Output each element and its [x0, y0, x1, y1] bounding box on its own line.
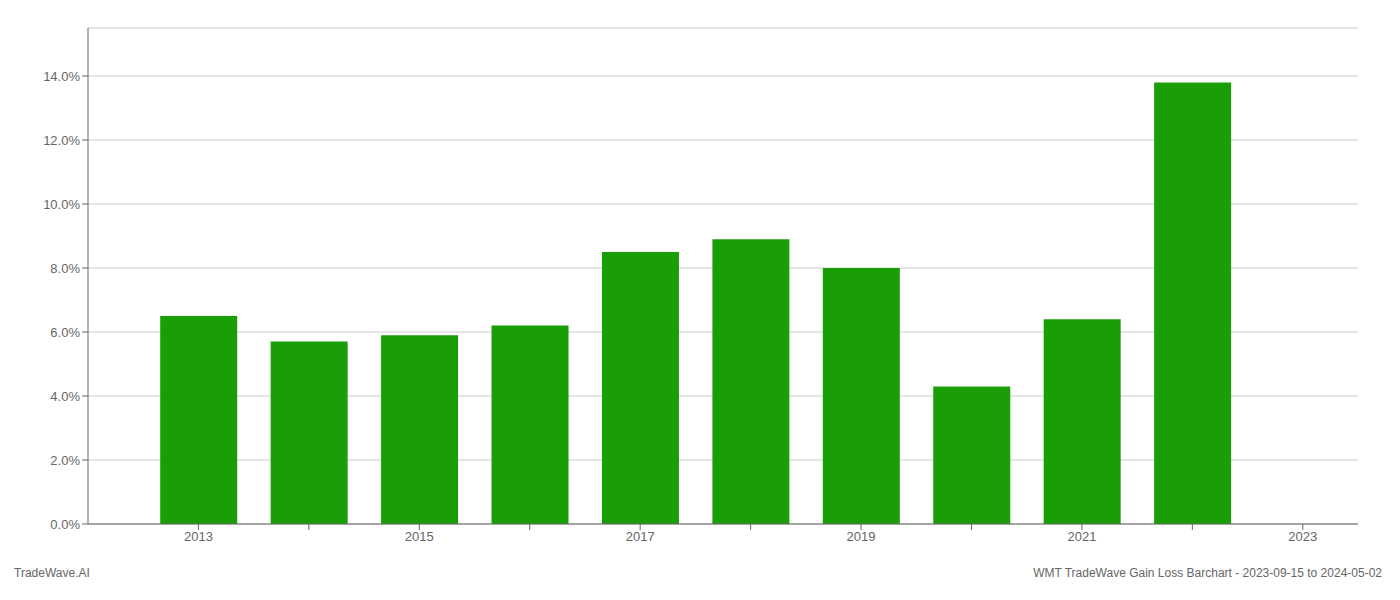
svg-text:2019: 2019	[847, 529, 876, 544]
svg-text:2021: 2021	[1067, 529, 1096, 544]
html-text:WMT TradeWave Gain Loss Barcha: WMT TradeWave Gain Loss Barchart - 2023-…	[1033, 566, 1382, 580]
svg-text:2013: 2013	[184, 529, 213, 544]
svg-text:12.0%: 12.0%	[43, 133, 80, 148]
html-text:TradeWave.AI: TradeWave.AI	[14, 566, 90, 580]
svg-text:2017: 2017	[626, 529, 655, 544]
svg-text:14.0%: 14.0%	[43, 69, 80, 84]
svg-text:2.0%: 2.0%	[50, 453, 80, 468]
svg-text:2023: 2023	[1288, 529, 1317, 544]
svg-text:6.0%: 6.0%	[50, 325, 80, 340]
svg-text:4.0%: 4.0%	[50, 389, 80, 404]
svg-text:8.0%: 8.0%	[50, 261, 80, 276]
svg-text:0.0%: 0.0%	[50, 517, 80, 532]
svg-text:2015: 2015	[405, 529, 434, 544]
svg-text:10.0%: 10.0%	[43, 197, 80, 212]
